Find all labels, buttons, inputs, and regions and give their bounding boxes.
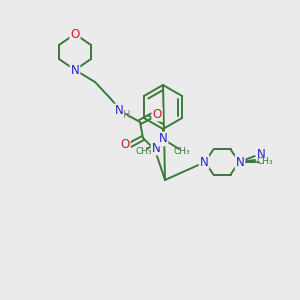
Text: N: N: [115, 104, 123, 118]
Text: N: N: [256, 148, 266, 160]
Text: CH₃: CH₃: [136, 146, 152, 155]
Text: H: H: [160, 139, 168, 149]
Text: N: N: [152, 142, 160, 154]
Text: O: O: [70, 28, 80, 40]
Text: H: H: [123, 110, 131, 120]
Text: CH₃: CH₃: [257, 158, 273, 166]
Text: O: O: [120, 139, 130, 152]
Text: N: N: [70, 64, 80, 76]
Text: N: N: [236, 155, 244, 169]
Text: N: N: [159, 133, 167, 146]
Text: O: O: [152, 107, 162, 121]
Text: CH₃: CH₃: [174, 146, 190, 155]
Text: N: N: [200, 155, 208, 169]
